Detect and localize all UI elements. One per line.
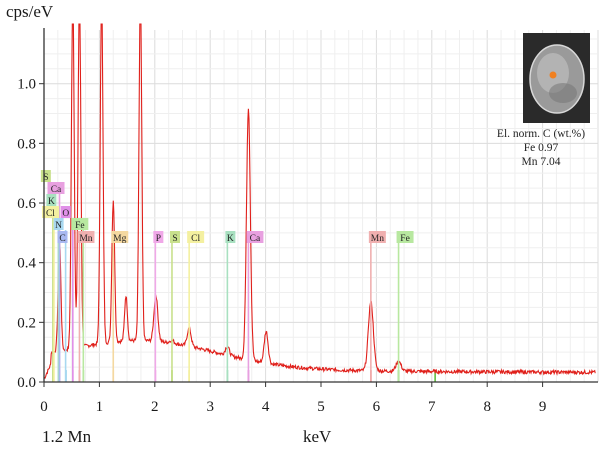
element-label-ca: Ca bbox=[250, 234, 261, 244]
element-label-mn: Mn bbox=[371, 234, 384, 244]
x-tick-label: 4 bbox=[262, 399, 270, 415]
x-tick-label: 5 bbox=[317, 399, 325, 415]
element-tag-ca bbox=[47, 182, 65, 194]
y-tick-label: 0.4 bbox=[17, 256, 36, 272]
element-label-cl: Cl bbox=[46, 209, 55, 219]
element-tag-s bbox=[169, 231, 180, 243]
x-tick-label: 6 bbox=[373, 399, 381, 415]
x-tick-label: 3 bbox=[206, 399, 214, 415]
element-label-c: C bbox=[59, 234, 65, 244]
element-tag-s bbox=[40, 170, 51, 182]
inset-caption-mn: Mn 7.04 bbox=[521, 156, 561, 168]
element-tag-fe bbox=[71, 218, 89, 230]
y-axis-label: cps/eV bbox=[6, 2, 54, 21]
element-label-mg: Mg bbox=[113, 234, 126, 244]
spectrum-line bbox=[43, 23, 596, 380]
bottom-note: 1.2 Mn bbox=[42, 427, 92, 446]
y-tick-label: 1.0 bbox=[17, 77, 36, 93]
element-label-k: K bbox=[48, 197, 55, 207]
x-tick-label: 9 bbox=[539, 399, 547, 415]
element-tag-mn bbox=[77, 231, 95, 243]
element-tag-c bbox=[57, 231, 68, 243]
inset-caption: El. norm. C (wt.%) Fe 0.97 Mn 7.04 bbox=[484, 127, 598, 169]
element-tag-fe bbox=[396, 231, 414, 243]
inset-caption-fe: Fe 0.97 bbox=[523, 142, 559, 154]
y-tick-label: 0.6 bbox=[17, 196, 36, 212]
element-tag-o bbox=[60, 206, 71, 218]
element-tag-mn bbox=[368, 231, 386, 243]
chart-grid bbox=[43, 30, 599, 383]
element-tag-k bbox=[46, 194, 57, 206]
element-label-fe: Fe bbox=[400, 234, 410, 244]
element-label-cl: Cl bbox=[191, 234, 200, 244]
sample-image-inset bbox=[523, 33, 590, 123]
inset-caption-title: El. norm. C (wt.%) bbox=[496, 128, 586, 140]
x-tick-label: 2 bbox=[151, 399, 159, 415]
y-tick-label: 0.8 bbox=[17, 136, 36, 152]
element-tag-p bbox=[153, 231, 164, 243]
y-tick-label: 0.2 bbox=[17, 315, 36, 331]
element-label-s: S bbox=[172, 234, 177, 244]
y-tick-label: 0.0 bbox=[17, 375, 36, 391]
element-label-p: P bbox=[156, 234, 161, 244]
element-tag-cl bbox=[187, 231, 205, 243]
element-tag-n bbox=[53, 218, 64, 230]
tick-labels: 0 1 2 3 4 5 6 7 8 9 0.0 0.2 0.4 0.6 0.8 1.0 bbox=[17, 77, 546, 415]
x-tick-label: 1 bbox=[96, 399, 104, 415]
element-marker-lines bbox=[52, 370, 436, 382]
analysis-spot-marker bbox=[549, 71, 557, 79]
element-label-k: K bbox=[227, 234, 234, 244]
x-tick-label: 8 bbox=[483, 399, 491, 415]
element-tag-cl bbox=[41, 206, 59, 218]
element-label-o: O bbox=[62, 209, 69, 219]
element-label-n: N bbox=[55, 221, 62, 231]
x-axis-label: keV bbox=[303, 427, 332, 446]
element-tag-mg bbox=[111, 231, 129, 243]
element-label-fe: Fe bbox=[75, 221, 85, 231]
x-tick-label: 7 bbox=[428, 399, 436, 415]
x-tick-label: 0 bbox=[40, 399, 48, 415]
element-label-ca: Ca bbox=[51, 185, 62, 195]
element-label-s: S bbox=[43, 173, 48, 183]
element-tag-ca bbox=[246, 231, 264, 243]
element-label-mn: Mn bbox=[79, 234, 92, 244]
element-tag-k bbox=[225, 231, 236, 243]
